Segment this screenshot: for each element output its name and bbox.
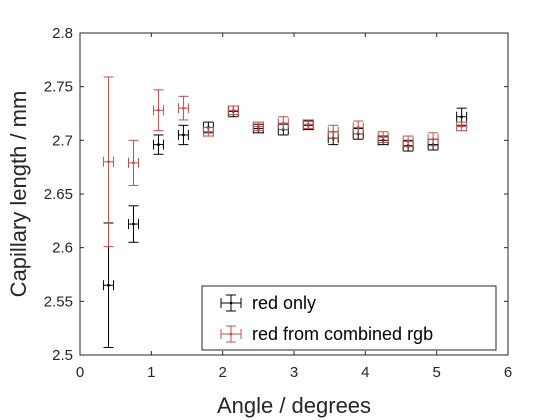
series-1 [103,76,468,248]
data-point [252,121,264,132]
legend-item: red only [220,293,316,313]
y-tick-label: 2.8 [52,25,73,42]
axis-ticks: 0 1 2 3 4 5 6 2.5 2.55 2.6 2.65 2.7 2.75 2.8 [44,25,512,381]
y-tick-label: 2.75 [44,79,73,96]
data-point-point [431,137,435,141]
data-point-point [406,140,410,143]
y-axis-label: Capillary length / mm [6,91,31,298]
data-point [377,131,389,143]
data-point [456,121,468,132]
data-point [177,95,189,121]
data-point-point [460,115,464,119]
data-point [152,89,164,132]
data-point-point [381,135,385,139]
data-point-point [157,143,160,147]
data-point [202,126,214,137]
y-tick-label: 2.55 [44,293,73,310]
y-tick-label: 2.6 [52,240,73,257]
data-point-point [331,130,335,134]
data-point [402,135,414,148]
x-tick-label: 1 [147,364,155,381]
data-point [103,76,115,248]
x-tick-label: 6 [504,364,512,381]
legend-label: red only [252,293,316,313]
data-point-point [356,126,360,129]
legend-item: red from combined rgb [220,324,433,344]
x-tick-label: 3 [290,364,298,381]
legend-label: red from combined rgb [252,324,433,344]
data-point [302,119,314,130]
data-point [128,139,139,186]
data-point [277,116,289,131]
data-point-point [107,283,110,287]
x-tick-label: 5 [432,364,440,381]
data-point-point [256,124,260,128]
data-point [177,124,189,146]
data-point [327,124,339,139]
legend: red only red from combined rgb [201,285,497,351]
data-point-point [182,133,185,137]
legend-box [201,285,497,351]
data-point-point [107,160,110,164]
y-tick-label: 2.65 [44,186,73,203]
data-point-point [132,161,135,165]
data-point-point [182,106,185,110]
y-tick-label: 2.5 [52,347,73,364]
data-point-point [281,121,285,125]
data-marks [103,76,468,348]
data-point [128,205,139,243]
data-point-point [157,108,160,112]
x-tick-label: 2 [218,364,226,381]
x-axis-label: Angle / degrees [217,393,371,418]
data-point [427,132,439,147]
data-point-point [460,124,464,128]
y-tick-label: 2.7 [52,132,73,149]
data-point-point [207,130,210,134]
legend-marker-point [229,332,233,336]
legend-items: red only red from combined rgb [220,293,433,344]
data-point [352,120,364,135]
data-point [152,134,164,155]
data-point-point [132,222,135,226]
x-tick-label: 4 [361,364,369,381]
data-point-point [231,108,235,112]
data-point [227,105,239,116]
x-tick-label: 0 [76,364,84,381]
data-point-point [306,122,310,126]
legend-marker-point [229,301,233,305]
